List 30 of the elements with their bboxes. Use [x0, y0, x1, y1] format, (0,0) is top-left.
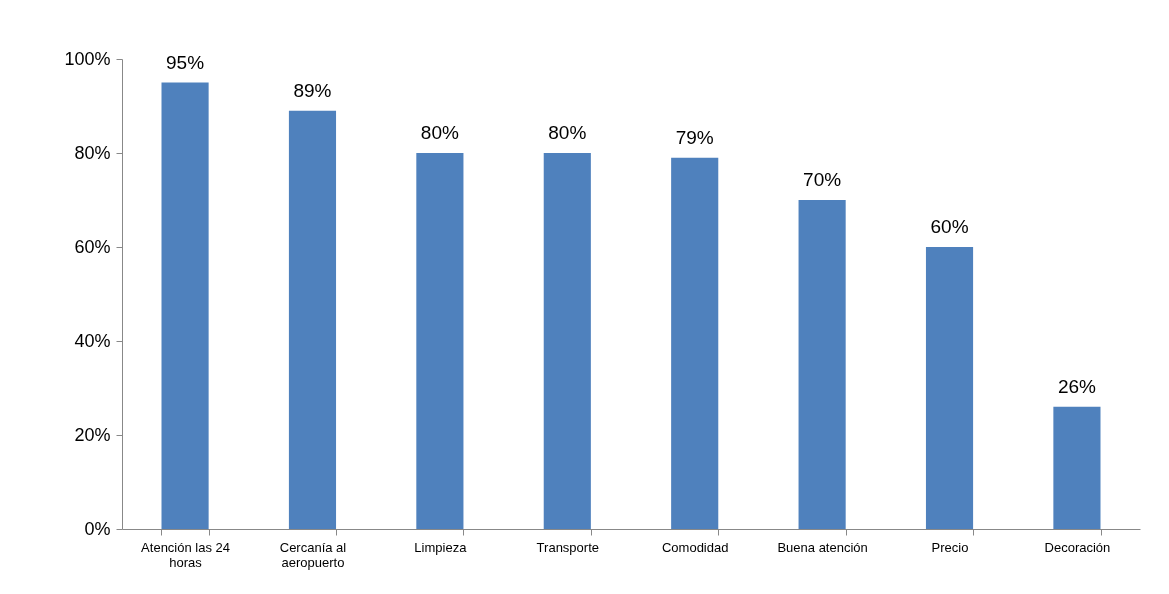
- x-tick-label: Cercanía al aeropuerto: [279, 539, 347, 570]
- data-label: 79%: [675, 126, 714, 148]
- x-tick-label: Limpieza: [414, 539, 468, 555]
- data-label: 89%: [293, 79, 332, 101]
- bar: [543, 153, 591, 529]
- x-tick-label: Atención las 24 horas: [141, 539, 231, 570]
- bar: [1053, 406, 1101, 529]
- data-label: 95%: [166, 51, 205, 73]
- y-tick-label: 80%: [74, 142, 111, 163]
- x-tick-label: Precio: [931, 539, 969, 555]
- data-label: 26%: [1057, 375, 1097, 397]
- bar: [416, 153, 464, 529]
- y-tick-label: 100%: [64, 48, 111, 69]
- x-tick-label: Transporte: [536, 539, 599, 555]
- y-tick-label: 0%: [84, 518, 111, 539]
- bar: [288, 110, 337, 529]
- data-label: 80%: [548, 122, 587, 143]
- bar: [161, 82, 209, 529]
- bar: [798, 200, 846, 529]
- x-tick-label: Buena atención: [777, 539, 868, 555]
- y-tick-label: 60%: [74, 236, 111, 257]
- y-tick-label: 40%: [74, 330, 111, 351]
- data-label: 80%: [420, 122, 459, 143]
- bar: [925, 247, 974, 529]
- x-tick-label: Comodidad: [661, 539, 729, 555]
- data-label: 60%: [930, 216, 969, 237]
- bar: [671, 157, 719, 529]
- data-label: 70%: [803, 169, 842, 190]
- y-tick-label: 20%: [74, 424, 111, 445]
- x-tick-label: Decoración: [1044, 539, 1111, 555]
